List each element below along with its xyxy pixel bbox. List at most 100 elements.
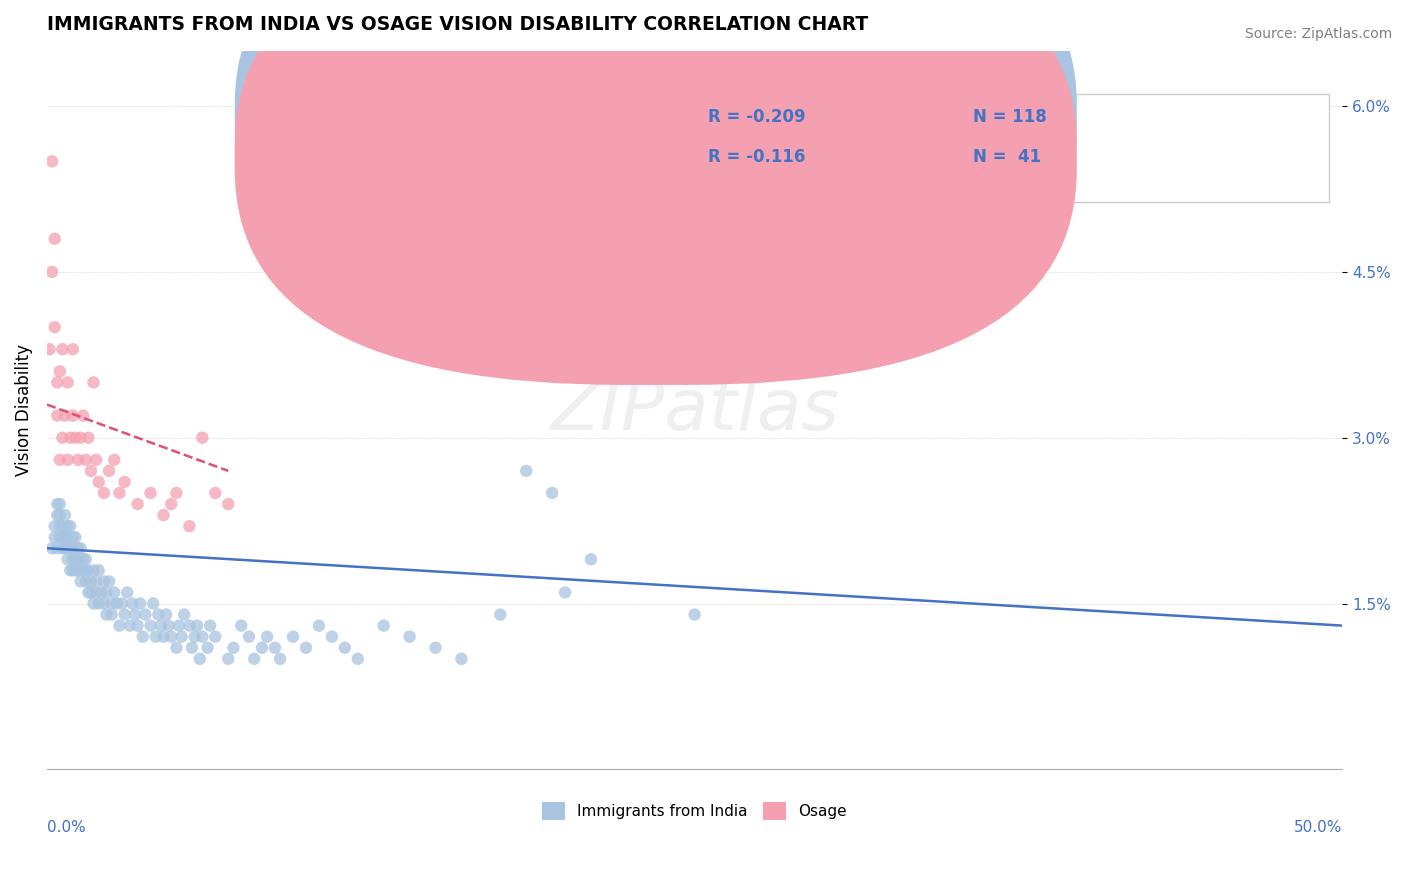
- Point: [56, 519, 79, 533]
- Point: [44, 519, 66, 533]
- Point: [69, 431, 91, 445]
- Point: [179, 618, 201, 632]
- Point: [75, 552, 97, 566]
- Point: [56, 376, 79, 390]
- Point: [191, 431, 214, 445]
- Point: [77, 431, 100, 445]
- Point: [186, 618, 208, 632]
- Point: [75, 563, 97, 577]
- Point: [98, 464, 121, 478]
- Point: [425, 640, 447, 655]
- Point: [222, 640, 245, 655]
- Point: [84, 574, 107, 589]
- Point: [65, 563, 87, 577]
- FancyBboxPatch shape: [598, 94, 1330, 202]
- Point: [127, 618, 149, 632]
- Point: [165, 486, 187, 500]
- Point: [204, 486, 226, 500]
- Point: [114, 607, 136, 622]
- Point: [49, 497, 72, 511]
- Point: [191, 630, 214, 644]
- Point: [46, 409, 69, 423]
- Point: [62, 563, 84, 577]
- Point: [179, 519, 201, 533]
- Point: [49, 364, 72, 378]
- Point: [100, 597, 122, 611]
- Point: [56, 552, 79, 566]
- Point: [59, 541, 82, 556]
- Point: [62, 409, 84, 423]
- Text: 0.0%: 0.0%: [46, 820, 86, 835]
- Point: [75, 452, 97, 467]
- Point: [46, 376, 69, 390]
- Point: [51, 541, 73, 556]
- Point: [170, 630, 193, 644]
- Point: [142, 597, 165, 611]
- Point: [346, 652, 368, 666]
- Point: [46, 541, 69, 556]
- Point: [80, 574, 103, 589]
- Point: [238, 630, 260, 644]
- Point: [59, 563, 82, 577]
- Point: [53, 409, 76, 423]
- Point: [295, 640, 318, 655]
- Text: N = 118: N = 118: [973, 108, 1047, 126]
- Point: [87, 563, 110, 577]
- Point: [139, 486, 162, 500]
- Point: [121, 597, 143, 611]
- Point: [155, 607, 177, 622]
- Point: [65, 530, 87, 544]
- Point: [149, 618, 172, 632]
- Point: [148, 607, 170, 622]
- Point: [62, 552, 84, 566]
- Point: [65, 552, 87, 566]
- Point: [127, 497, 149, 511]
- Point: [84, 585, 107, 599]
- Point: [132, 630, 155, 644]
- Point: [87, 597, 110, 611]
- Point: [93, 486, 115, 500]
- Point: [49, 452, 72, 467]
- Point: [66, 452, 89, 467]
- Point: [41, 265, 63, 279]
- Point: [69, 574, 91, 589]
- Point: [183, 630, 205, 644]
- Point: [51, 530, 73, 544]
- Point: [38, 343, 60, 357]
- Point: [51, 519, 73, 533]
- Point: [554, 585, 576, 599]
- Point: [398, 630, 420, 644]
- Point: [53, 508, 76, 522]
- Point: [56, 541, 79, 556]
- Point: [515, 464, 537, 478]
- Point: [118, 618, 141, 632]
- Point: [264, 640, 287, 655]
- Point: [321, 630, 343, 644]
- Point: [56, 452, 79, 467]
- Point: [115, 585, 138, 599]
- Point: [217, 652, 239, 666]
- Point: [103, 452, 125, 467]
- Point: [204, 630, 226, 644]
- Point: [231, 618, 253, 632]
- Point: [114, 475, 136, 489]
- Text: IMMIGRANTS FROM INDIA VS OSAGE VISION DISABILITY CORRELATION CHART: IMMIGRANTS FROM INDIA VS OSAGE VISION DI…: [46, 15, 868, 34]
- Point: [41, 154, 63, 169]
- Point: [83, 376, 105, 390]
- Point: [489, 607, 512, 622]
- Point: [59, 431, 82, 445]
- Point: [160, 497, 183, 511]
- Point: [59, 519, 82, 533]
- Point: [111, 597, 134, 611]
- Point: [139, 618, 162, 632]
- Text: N =  41: N = 41: [973, 148, 1042, 166]
- Point: [450, 652, 472, 666]
- Point: [51, 343, 73, 357]
- Point: [683, 607, 706, 622]
- Point: [165, 640, 187, 655]
- Point: [80, 464, 103, 478]
- Point: [72, 409, 94, 423]
- Point: [197, 640, 219, 655]
- Point: [269, 652, 291, 666]
- Point: [134, 607, 156, 622]
